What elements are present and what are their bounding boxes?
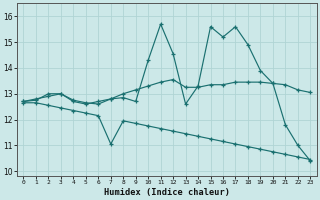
- X-axis label: Humidex (Indice chaleur): Humidex (Indice chaleur): [104, 188, 230, 197]
